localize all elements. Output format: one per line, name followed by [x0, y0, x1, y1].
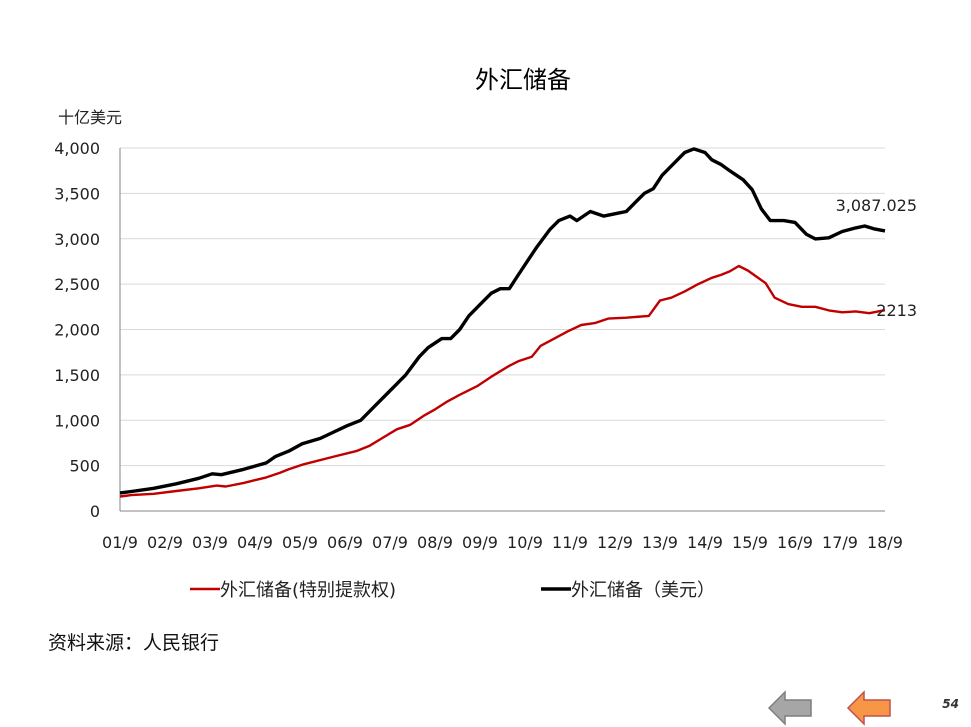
x-tick-label: 09/9	[462, 533, 498, 552]
end-label-sdr: 2213	[876, 301, 917, 320]
x-tick-label: 14/9	[687, 533, 723, 552]
chart-title: 外汇储备	[475, 66, 571, 94]
legend: 外汇储备(特别提款权) 外汇储备（美元）	[190, 580, 715, 601]
x-tick-label: 12/9	[597, 533, 633, 552]
y-tick-label: 500	[69, 457, 100, 476]
x-tick-label: 03/9	[192, 533, 228, 552]
x-tick-label: 02/9	[147, 533, 183, 552]
x-tick-label: 07/9	[372, 533, 408, 552]
x-tick-label: 06/9	[327, 533, 363, 552]
x-tick-label: 16/9	[777, 533, 813, 552]
y-tick-label: 1,000	[54, 411, 100, 430]
x-tick-label: 17/9	[822, 533, 858, 552]
x-tick-label: 05/9	[282, 533, 318, 552]
series-line-sdr	[119, 264, 886, 498]
back-arrow-icon[interactable]	[767, 690, 813, 726]
y-tick-label: 3,500	[54, 184, 100, 203]
end-labels: 2213 3,087.025	[836, 196, 917, 320]
legend-label-1: 外汇储备（美元）	[571, 580, 715, 601]
y-tick-label: 2,000	[54, 321, 100, 340]
x-tick-label: 18/9	[867, 533, 903, 552]
x-tick-label: 13/9	[642, 533, 678, 552]
forward-arrow-icon[interactable]	[846, 690, 892, 726]
x-tick-label: 15/9	[732, 533, 768, 552]
x-tick-label: 01/9	[102, 533, 138, 552]
y-axis-label: 十亿美元	[58, 108, 122, 127]
gridlines	[119, 147, 885, 512]
x-tick-label: 10/9	[507, 533, 543, 552]
y-tick-label: 2,500	[54, 275, 100, 294]
page-number: 54	[942, 697, 959, 711]
chart: 外汇储备 十亿美元 0 500 1,000 1,500 2,000 2,500 3,000 3…	[54, 66, 917, 601]
y-tick-label: 1,500	[54, 366, 100, 385]
y-tick-labels: 0 500 1,000 1,500 2,000 2,500 3,000 3,500 4,000	[54, 139, 100, 521]
y-tick-label: 0	[90, 502, 100, 521]
end-label-usd: 3,087.025	[836, 196, 917, 215]
series-lines	[119, 147, 886, 498]
y-tick-label: 4,000	[54, 139, 100, 158]
series-line-usd	[119, 147, 886, 495]
x-tick-label: 04/9	[237, 533, 273, 552]
y-tick-label: 3,000	[54, 230, 100, 249]
x-tick-label: 11/9	[552, 533, 588, 552]
source-note: 资料来源：人民银行	[48, 632, 220, 654]
legend-label-0: 外汇储备(特别提款权)	[220, 580, 396, 601]
x-tick-label: 08/9	[417, 533, 453, 552]
x-tick-labels: 01/9 02/9 03/9 04/9 05/9 06/9 07/9 08/9 09/9 10/9…	[102, 533, 903, 552]
